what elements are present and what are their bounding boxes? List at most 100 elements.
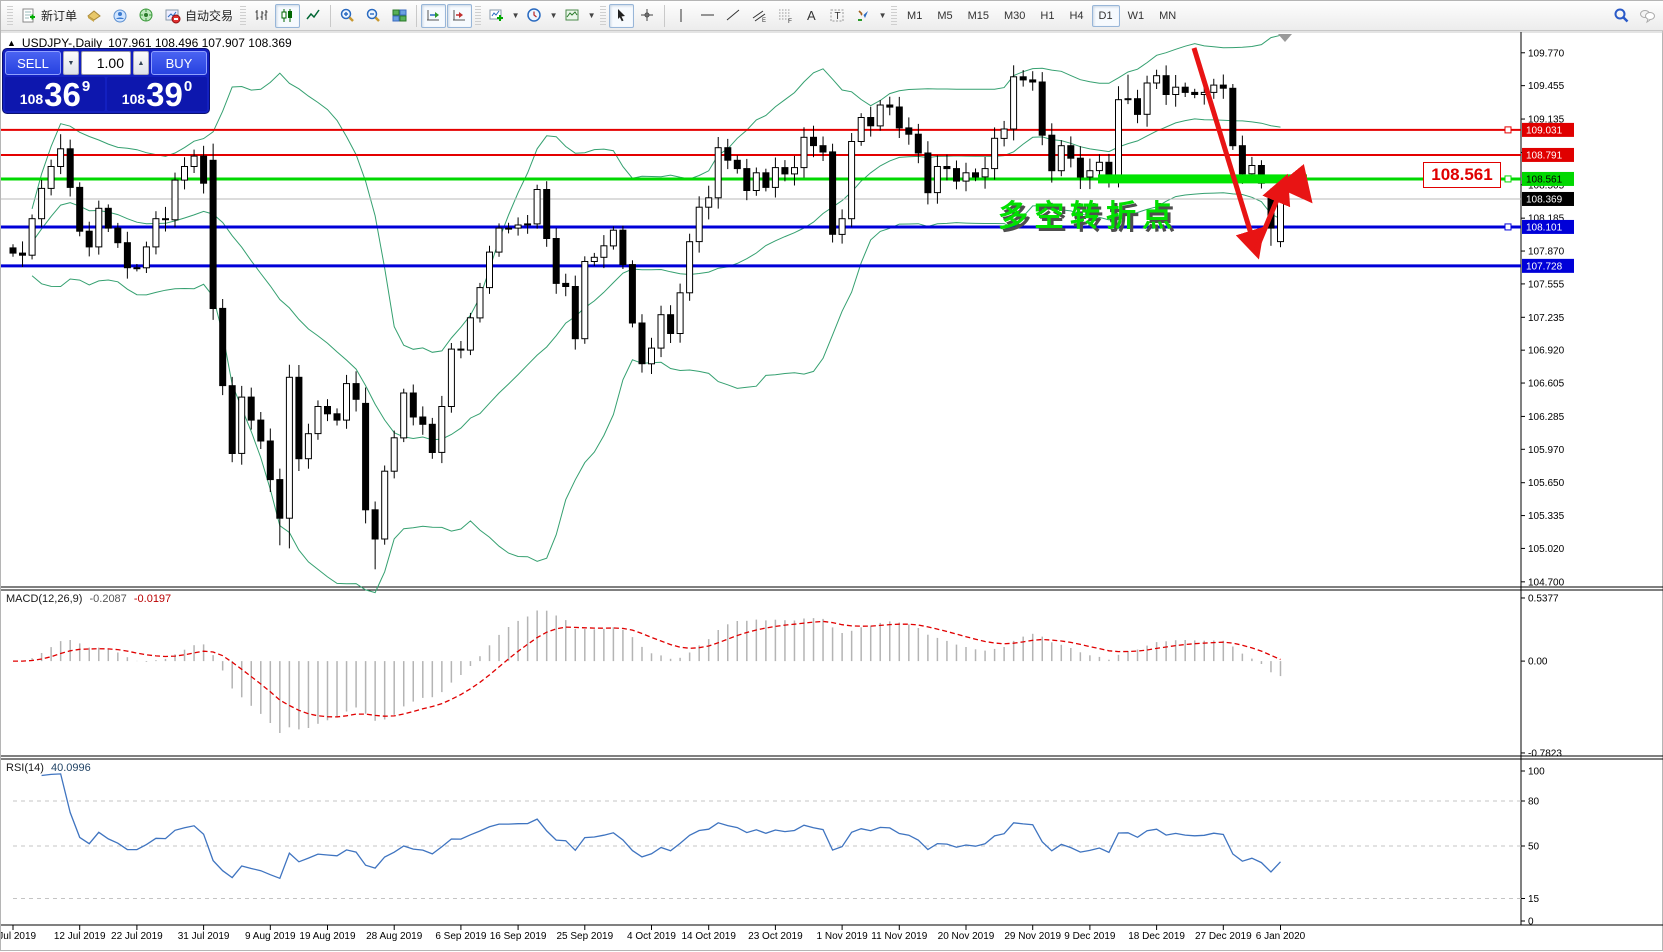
templates-button[interactable] bbox=[560, 4, 585, 28]
volume-input[interactable]: 1.00 bbox=[81, 51, 131, 75]
annotation-text[interactable]: 多空转折点 bbox=[998, 200, 1178, 233]
vertical-line-button[interactable] bbox=[669, 4, 694, 28]
timeframe-h4-button[interactable]: H4 bbox=[1069, 9, 1084, 22]
buy-price[interactable]: 108 39 0 bbox=[107, 77, 207, 111]
toolbar-drag-handle[interactable] bbox=[475, 5, 482, 26]
price-badges: 109.031 108.791 108.561 108.369 108.101 107.7… bbox=[1522, 122, 1574, 273]
textlabel-icon: T bbox=[829, 7, 846, 24]
svg-text:6 Jan 2020: 6 Jan 2020 bbox=[1256, 931, 1306, 942]
toolbar-drag-handle[interactable] bbox=[240, 5, 247, 26]
zoom-out-button[interactable] bbox=[361, 4, 386, 28]
volume-up-button[interactable]: ▲ bbox=[133, 51, 149, 75]
text-button[interactable]: A bbox=[799, 4, 824, 28]
templates-button-dropdown[interactable]: ▼ bbox=[587, 11, 596, 20]
svg-text:A: A bbox=[807, 8, 816, 23]
buy-button[interactable]: BUY bbox=[151, 51, 207, 75]
indicators-icon bbox=[488, 7, 505, 24]
svg-text:12 Jul 2019: 12 Jul 2019 bbox=[54, 931, 106, 942]
buy-price-sup: 0 bbox=[183, 78, 193, 95]
periods-button[interactable] bbox=[522, 4, 547, 28]
zoom-in-button[interactable] bbox=[335, 4, 360, 28]
rsi-indicator-label: RSI(14) 40.0996 bbox=[6, 762, 91, 774]
svg-text:109.031: 109.031 bbox=[1526, 125, 1563, 136]
fibo-icon: F bbox=[777, 7, 794, 24]
svg-text:20 Nov 2019: 20 Nov 2019 bbox=[938, 931, 995, 942]
shapes-icon bbox=[855, 7, 872, 24]
svg-text:3 Jul 2019: 3 Jul 2019 bbox=[1, 931, 37, 942]
tile-windows-button[interactable] bbox=[387, 4, 412, 28]
price-annotation-label[interactable]: 108.561 bbox=[1423, 162, 1501, 188]
chart-symbol-period: USDJPY-,Daily bbox=[21, 36, 103, 50]
toolbar-separator bbox=[416, 4, 418, 27]
auto-scroll-button[interactable] bbox=[421, 3, 447, 28]
chart-bars-button[interactable] bbox=[249, 4, 274, 28]
text-label-button[interactable]: T bbox=[825, 4, 850, 28]
trendline-button[interactable] bbox=[721, 4, 746, 28]
template-icon bbox=[564, 7, 581, 24]
cursor-button[interactable] bbox=[609, 3, 635, 28]
candlesticks[interactable] bbox=[9, 65, 1284, 570]
toolbar: 新订单 自动交易 ▼ ▼ ▼ E F A T ▼ M1 M5 M15 M30 H1 H4 D1 W1 MN bbox=[1, 1, 1663, 31]
signals-icon[interactable] bbox=[134, 4, 159, 28]
chat-icon[interactable] bbox=[1635, 4, 1660, 28]
sell-price-prefix: 108 bbox=[19, 91, 44, 107]
fibonacci-button[interactable]: F bbox=[773, 4, 798, 28]
chart-candles-button[interactable] bbox=[275, 3, 301, 28]
timeframe-d1-button[interactable]: D1 bbox=[1091, 4, 1120, 27]
book-icon bbox=[86, 7, 103, 24]
community-icon[interactable] bbox=[108, 4, 133, 28]
timeframe-m30-button[interactable]: M30 bbox=[1004, 9, 1026, 22]
macd-signal-line bbox=[13, 620, 1281, 718]
timeframe-w1-button[interactable]: W1 bbox=[1127, 9, 1145, 22]
channel-button[interactable]: E bbox=[747, 4, 772, 28]
chart-shift-marker[interactable] bbox=[1278, 34, 1292, 42]
signals-icon bbox=[138, 7, 155, 24]
chart-title: ▲ USDJPY-,Daily 107.961 108.496 107.907 … bbox=[7, 36, 292, 50]
autotrading-button[interactable]: 自动交易 bbox=[160, 4, 237, 28]
volume-down-button[interactable]: ▼ bbox=[63, 51, 79, 75]
arrows-button[interactable] bbox=[851, 4, 876, 28]
svg-text:9 Dec 2019: 9 Dec 2019 bbox=[1064, 931, 1116, 942]
timeframe-m5-button[interactable]: M5 bbox=[937, 9, 953, 22]
svg-text:108.369: 108.369 bbox=[1526, 194, 1563, 205]
svg-text:25 Sep 2019: 25 Sep 2019 bbox=[556, 931, 613, 942]
rsi-axis[interactable]: 100 80 50 15 0 bbox=[1521, 767, 1545, 928]
chart-line-button[interactable] bbox=[301, 4, 326, 28]
sell-price-big: 36 bbox=[44, 76, 81, 113]
timeframe-m1-button[interactable]: M1 bbox=[907, 9, 923, 22]
sell-button[interactable]: SELL bbox=[5, 51, 61, 75]
svg-text:22 Jul 2019: 22 Jul 2019 bbox=[111, 931, 163, 942]
rsi-panel[interactable] bbox=[13, 773, 1521, 899]
arrow-down bbox=[1191, 47, 1265, 260]
arrows-button-dropdown[interactable]: ▼ bbox=[878, 11, 887, 20]
toolbar-drag-handle[interactable] bbox=[7, 5, 13, 26]
search-icon[interactable] bbox=[1609, 4, 1634, 28]
date-axis[interactable]: 3 Jul 2019 12 Jul 2019 22 Jul 2019 31 Jul 2… bbox=[1, 925, 1306, 942]
indicators-button[interactable] bbox=[484, 4, 509, 28]
chart-shift-button[interactable] bbox=[447, 3, 473, 28]
svg-text:19 Aug 2019: 19 Aug 2019 bbox=[299, 931, 356, 942]
timeframe-mn-button[interactable]: MN bbox=[1159, 9, 1177, 22]
sell-price[interactable]: 108 36 9 bbox=[5, 77, 105, 111]
macd-main-value: -0.2087 bbox=[89, 593, 127, 605]
toolbar-drag-handle[interactable] bbox=[600, 5, 607, 26]
indicators-button-dropdown[interactable]: ▼ bbox=[511, 11, 520, 20]
timeframe-m15-button[interactable]: M15 bbox=[967, 9, 989, 22]
market-watch-icon[interactable] bbox=[82, 4, 107, 28]
green-zone-rectangle[interactable] bbox=[1098, 174, 1307, 184]
timeframe-h1-button[interactable]: H1 bbox=[1040, 9, 1055, 22]
svg-text:106.605: 106.605 bbox=[1528, 379, 1565, 390]
macd-axis[interactable]: 0.5377 0.00 -0.7823 bbox=[1521, 593, 1562, 759]
horizontal-line-objects[interactable] bbox=[1, 126, 1521, 268]
collapse-panel-icon[interactable]: ▲ bbox=[7, 38, 16, 48]
horizontal-line-button[interactable] bbox=[695, 4, 720, 28]
crosshair-button[interactable] bbox=[635, 4, 660, 28]
trend-arrows[interactable] bbox=[1191, 47, 1313, 260]
new-order-button[interactable]: 新订单 bbox=[16, 4, 81, 28]
periods-button-dropdown[interactable]: ▼ bbox=[549, 11, 558, 20]
toolbar-drag-handle[interactable] bbox=[891, 5, 898, 26]
rsi-line bbox=[41, 773, 1281, 880]
macd-panel[interactable] bbox=[13, 610, 1282, 734]
svg-text:105.650: 105.650 bbox=[1528, 478, 1565, 489]
